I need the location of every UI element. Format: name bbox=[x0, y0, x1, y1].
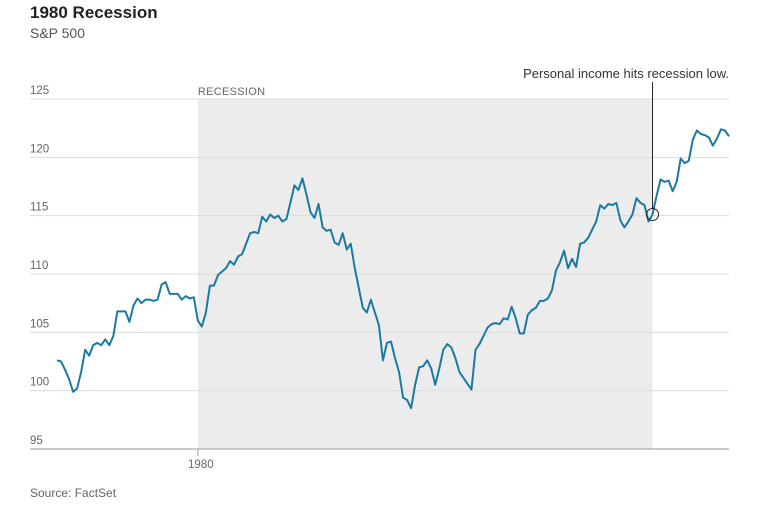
y-tick-label: 100 bbox=[30, 377, 49, 389]
y-tick-label: 125 bbox=[30, 85, 49, 97]
y-tick-label: 105 bbox=[30, 318, 49, 330]
recession-label: RECESSION bbox=[198, 86, 266, 98]
y-tick-label: 95 bbox=[30, 435, 43, 447]
source: Source: FactSet bbox=[30, 486, 117, 500]
x-tick-label: 1980 bbox=[188, 459, 214, 471]
y-tick-label: 110 bbox=[30, 260, 48, 272]
chart-title: 1980 Recession bbox=[30, 3, 158, 22]
annotation-marker bbox=[646, 208, 660, 221]
annotation-text: Personal income hits recession low. bbox=[523, 66, 729, 81]
series-line bbox=[56, 128, 730, 410]
y-tick-label: 115 bbox=[30, 202, 48, 214]
y-tick-label: 120 bbox=[30, 143, 49, 155]
chart-subtitle: S&P 500 bbox=[30, 25, 85, 41]
